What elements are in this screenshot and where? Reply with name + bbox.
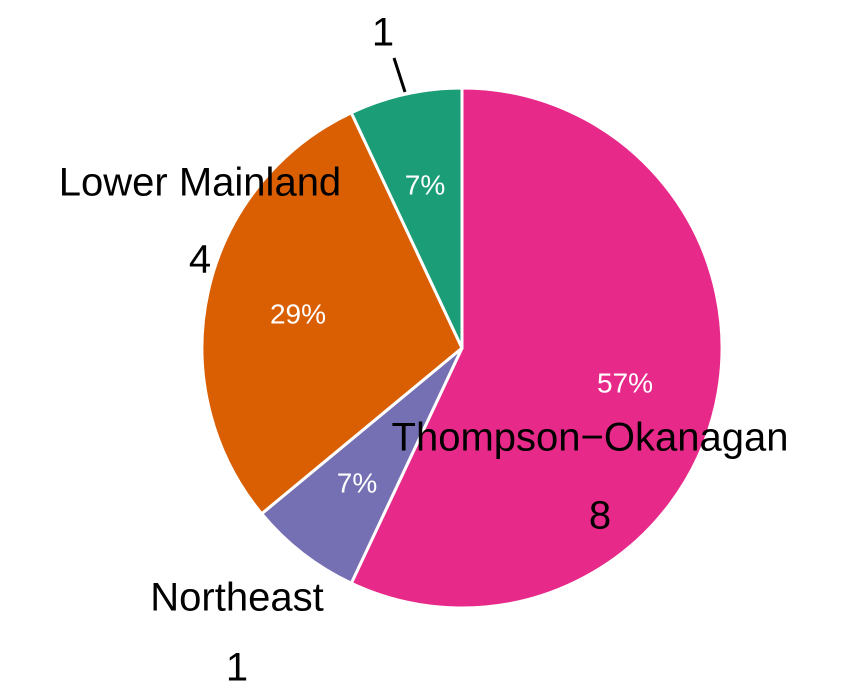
pie-slice xyxy=(349,86,724,610)
count-label: 1 xyxy=(372,11,394,55)
slice-label: Lower Mainland xyxy=(59,161,341,205)
percent-label: 57% xyxy=(597,367,653,398)
count-label: 8 xyxy=(589,494,611,538)
slice-label: Northeast xyxy=(150,576,323,620)
count-label: 1 xyxy=(226,646,248,690)
percent-label: 7% xyxy=(405,169,445,200)
pie-slice xyxy=(259,346,464,586)
leader-line xyxy=(392,57,407,93)
percent-label: 7% xyxy=(337,467,377,498)
pie-slice xyxy=(349,86,464,349)
percent-label: 29% xyxy=(270,298,326,329)
count-label: 4 xyxy=(189,238,211,282)
slice-label: Thompson−Okanagan xyxy=(392,416,789,460)
